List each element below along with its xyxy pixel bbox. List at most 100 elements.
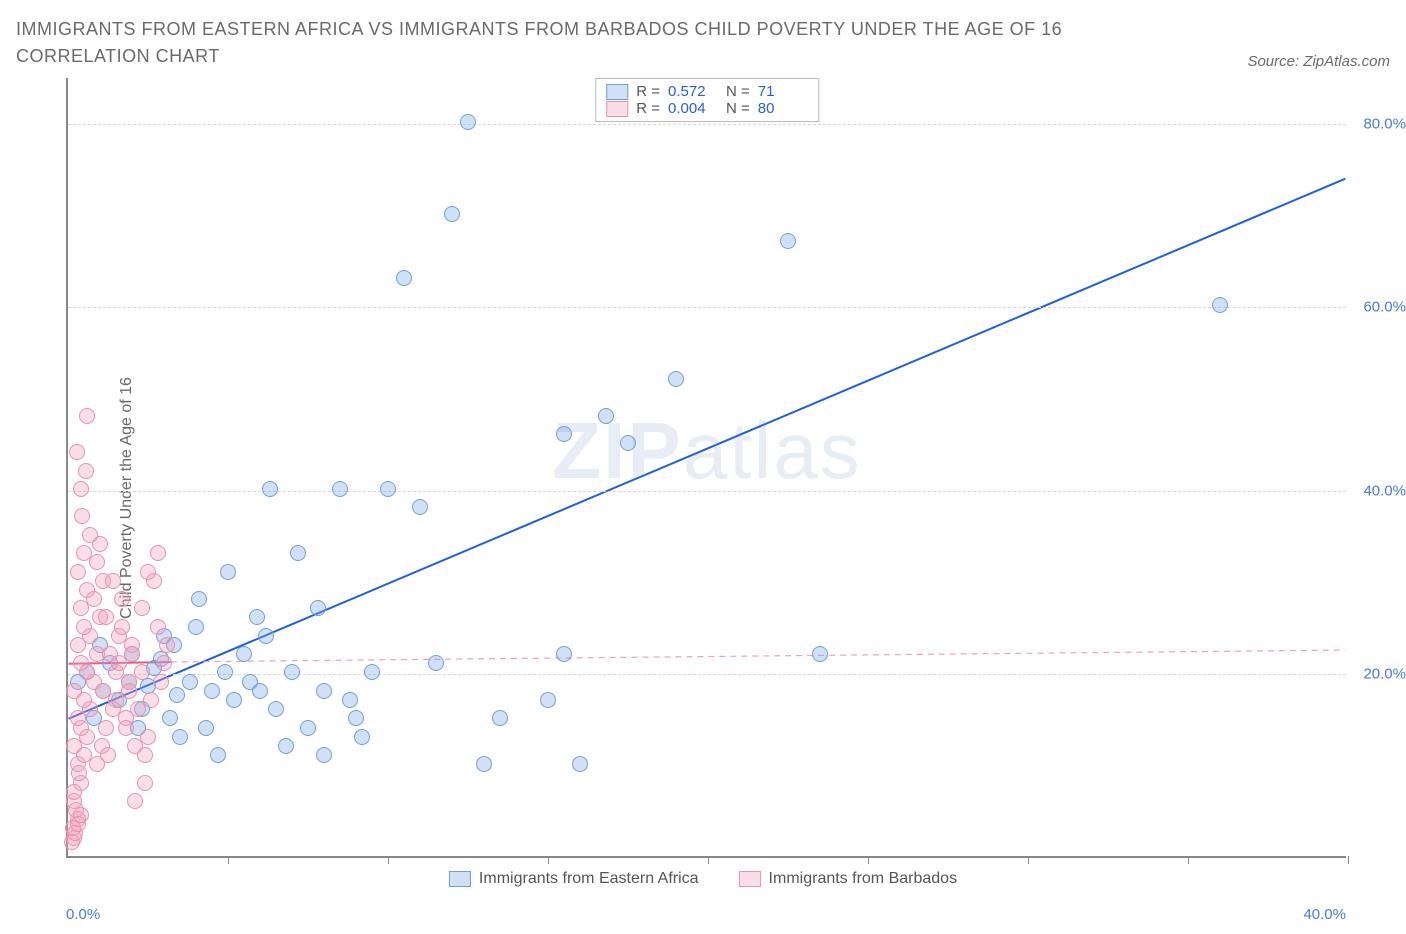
data-point [150, 619, 166, 635]
data-point [572, 756, 588, 772]
data-point [242, 674, 258, 690]
data-point [169, 687, 185, 703]
data-point [153, 674, 169, 690]
chart-title: IMMIGRANTS FROM EASTERN AFRICA VS IMMIGR… [16, 16, 1116, 70]
data-point [182, 674, 198, 690]
data-point [198, 720, 214, 736]
n-value: 71 [758, 83, 808, 100]
gridline [68, 124, 1346, 125]
data-point [69, 444, 85, 460]
data-point [66, 784, 82, 800]
data-point [204, 683, 220, 699]
data-point [70, 564, 86, 580]
data-point [156, 655, 172, 671]
legend-stat-row: R = 0.004 N = 80 [606, 100, 808, 117]
data-point [137, 747, 153, 763]
data-point [780, 233, 796, 249]
x-axis-max-label: 40.0% [1303, 906, 1346, 923]
data-point [268, 701, 284, 717]
y-tick-label: 40.0% [1363, 482, 1406, 499]
data-point [316, 683, 332, 699]
data-point [444, 206, 460, 222]
data-point [82, 527, 98, 543]
data-point [540, 692, 556, 708]
data-point [73, 807, 89, 823]
legend-swatch [606, 101, 628, 117]
data-point [332, 481, 348, 497]
data-point [556, 646, 572, 662]
data-point [150, 545, 166, 561]
data-point [226, 692, 242, 708]
data-point [140, 729, 156, 745]
data-point [76, 545, 92, 561]
data-point [812, 646, 828, 662]
data-point [348, 710, 364, 726]
data-point [137, 775, 153, 791]
legend-swatch [606, 84, 628, 100]
data-point [73, 655, 89, 671]
data-point [476, 756, 492, 772]
source-label: Source: ZipAtlas.com [1247, 53, 1390, 70]
data-point [76, 619, 92, 635]
data-point [396, 270, 412, 286]
data-point [236, 646, 252, 662]
data-point [460, 114, 476, 130]
legend-label: Immigrants from Barbados [769, 870, 958, 888]
n-label: N = [726, 100, 750, 117]
x-tick [868, 856, 869, 864]
legend-item: Immigrants from Barbados [739, 870, 958, 888]
legend-swatch [449, 871, 471, 887]
data-point [79, 408, 95, 424]
data-point [114, 591, 130, 607]
data-point [127, 793, 143, 809]
data-point [162, 710, 178, 726]
x-tick [1188, 856, 1189, 864]
y-tick-label: 20.0% [1363, 666, 1406, 683]
n-label: N = [726, 83, 750, 100]
data-point [89, 554, 105, 570]
data-point [412, 499, 428, 515]
chart-container: Child Poverty Under the Age of 16 ZIPatl… [16, 78, 1390, 918]
stats-legend-box: R = 0.572 N = 71R = 0.004 N = 80 [595, 78, 819, 122]
data-point [492, 710, 508, 726]
data-point [172, 729, 188, 745]
data-point [210, 747, 226, 763]
data-point [98, 609, 114, 625]
data-point [556, 426, 572, 442]
data-point [159, 637, 175, 653]
data-point [428, 655, 444, 671]
legend-swatch [739, 871, 761, 887]
data-point [140, 564, 156, 580]
data-point [134, 664, 150, 680]
r-value: 0.572 [668, 83, 718, 100]
r-value: 0.004 [668, 100, 718, 117]
data-point [78, 463, 94, 479]
data-point [316, 747, 332, 763]
r-label: R = [636, 100, 660, 117]
legend-label: Immigrants from Eastern Africa [479, 870, 699, 888]
legend-stat-row: R =0.572N =71 [606, 83, 808, 100]
data-point [66, 683, 82, 699]
trend-line [171, 650, 1346, 662]
data-point [98, 720, 114, 736]
data-point [121, 683, 137, 699]
data-point [598, 408, 614, 424]
data-point [114, 619, 130, 635]
data-point [79, 582, 95, 598]
data-point [191, 591, 207, 607]
data-point [620, 435, 636, 451]
x-tick [1028, 856, 1029, 864]
gridline [68, 307, 1346, 308]
data-point [354, 729, 370, 745]
trend-lines-layer [68, 78, 1346, 856]
n-value: 80 [758, 100, 808, 117]
data-point [284, 664, 300, 680]
data-point [249, 609, 265, 625]
data-point [1212, 297, 1228, 313]
data-point [310, 600, 326, 616]
x-tick [1348, 856, 1349, 864]
data-point [220, 564, 236, 580]
data-point [134, 600, 150, 616]
data-point [217, 664, 233, 680]
data-point [258, 628, 274, 644]
